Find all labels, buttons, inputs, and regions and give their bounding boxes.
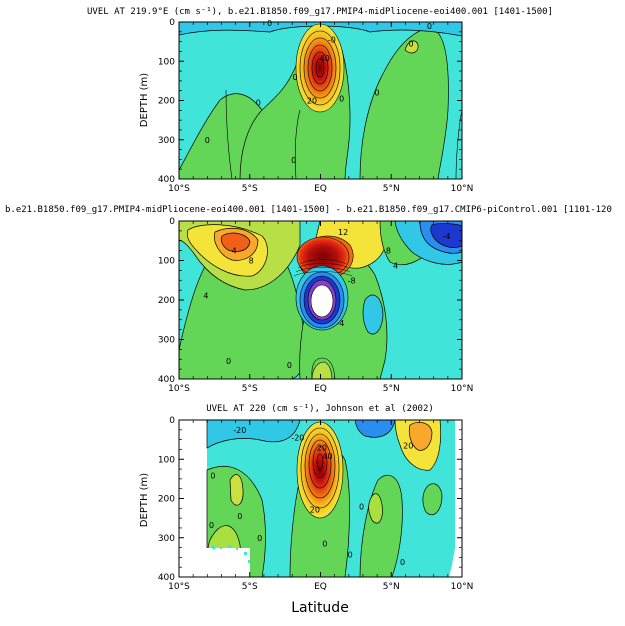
x-tick-label: 10°N — [451, 582, 474, 592]
contour-label: -0 — [328, 36, 336, 45]
contour-label: 0 — [400, 558, 405, 567]
contour-label: 0 — [256, 98, 261, 107]
x-tick-label: EQ — [314, 384, 327, 394]
y-tick-label: 300 — [158, 136, 175, 146]
y-tick-label: 400 — [158, 375, 175, 385]
contour-label: -8 — [348, 276, 356, 285]
y-tick-label: 100 — [158, 57, 175, 67]
panel-1-field — [179, 22, 462, 179]
x-tick-label: EQ — [314, 582, 327, 592]
contour-label: 0 — [210, 472, 215, 481]
y-tick-label: 100 — [158, 257, 175, 267]
contour-label: 0 — [209, 521, 214, 530]
contour-label: 0 — [348, 551, 353, 560]
x-tick-label: 5°S — [242, 184, 258, 194]
contour-label: 8 — [386, 247, 391, 256]
panel-2-title: b.e21.B1850.f09_g17.PMIP4-midPliocene-eo… — [5, 205, 612, 215]
contour-label: 4 — [393, 262, 398, 271]
contour-label: 0 — [237, 512, 242, 521]
y-tick-label: 400 — [158, 573, 175, 583]
contour-label: 0 — [287, 361, 292, 370]
contour-label: 8 — [249, 257, 254, 266]
x-tick-label: EQ — [314, 184, 327, 194]
panel-3-title: UVEL AT 220 (cm s⁻¹), Johnson et al (200… — [206, 404, 434, 414]
y-tick-label: 100 — [158, 455, 175, 465]
y-tick-label: 0 — [169, 18, 175, 28]
y-tick-label: 300 — [158, 336, 175, 346]
contour-label: 4 — [232, 247, 237, 256]
contour-label: 20 — [403, 442, 413, 451]
contour-label: 12 — [338, 228, 348, 237]
contour-label: 0 — [257, 534, 262, 543]
contour-label: -20 — [233, 426, 246, 435]
y-tick-label: 0 — [169, 217, 175, 227]
contour-label: 0 — [409, 40, 414, 49]
panel-3-field — [179, 420, 462, 577]
panel-1-title: UVEL AT 219.9°E (cm s⁻¹), b.e21.B1850.f0… — [87, 7, 553, 17]
panel-3-xlabel: Latitude — [291, 600, 349, 616]
contour-label: 0 — [291, 156, 296, 165]
contour-label: 0 — [226, 357, 231, 366]
contour-label: 0 — [267, 19, 272, 28]
panel-2: b.e21.B1850.f09_g17.PMIP4-midPliocene-eo… — [5, 205, 612, 394]
x-tick-label: 5°N — [383, 582, 400, 592]
contour-label: 20 — [307, 97, 317, 106]
contour-label: 20 — [317, 443, 327, 452]
x-tick-label: 10°S — [168, 184, 190, 194]
contour-label: 40 — [322, 452, 332, 461]
panel-2-field — [179, 221, 462, 379]
contour-label: -20 — [291, 434, 304, 443]
x-tick-label: 10°S — [168, 582, 190, 592]
x-tick-label: 5°S — [242, 582, 258, 592]
contour-label: -4 — [442, 232, 450, 241]
contour-label: 40 — [320, 54, 330, 63]
x-tick-label: 5°S — [242, 384, 258, 394]
contour-label: 0 — [292, 73, 297, 82]
x-tick-label: 10°N — [451, 384, 474, 394]
contour-label: 4 — [203, 291, 208, 300]
x-tick-label: 10°S — [168, 384, 190, 394]
panel-1-contour-labels: 40 20 -0 0 0 0 0 0 0 0 0 0 — [205, 19, 432, 165]
contour-label: 0 — [339, 95, 344, 104]
y-tick-label: 300 — [158, 534, 175, 544]
panel-1: UVEL AT 219.9°E (cm s⁻¹), b.e21.B1850.f0… — [87, 7, 553, 194]
contour-label: 20 — [310, 505, 320, 514]
x-tick-label: 5°N — [383, 384, 400, 394]
contour-label: 0 — [427, 22, 432, 31]
y-tick-label: 200 — [158, 495, 175, 505]
contour-label: 0 — [359, 502, 364, 511]
y-tick-label: 400 — [158, 175, 175, 185]
panel-3-ylabel: DEPTH (m) — [139, 473, 150, 527]
contour-label: 0 — [205, 136, 210, 145]
contour-label: 0 — [375, 89, 380, 98]
y-tick-label: 200 — [158, 296, 175, 306]
contour-label: -4 — [336, 319, 344, 328]
y-tick-label: 0 — [169, 416, 175, 426]
panel-1-ylabel: DEPTH (m) — [139, 73, 150, 127]
x-tick-label: 10°N — [451, 184, 474, 194]
x-tick-label: 5°N — [383, 184, 400, 194]
panel-3: UVEL AT 220 (cm s⁻¹), Johnson et al (200… — [139, 404, 473, 616]
contour-label: 0 — [322, 540, 327, 549]
y-tick-label: 200 — [158, 97, 175, 107]
